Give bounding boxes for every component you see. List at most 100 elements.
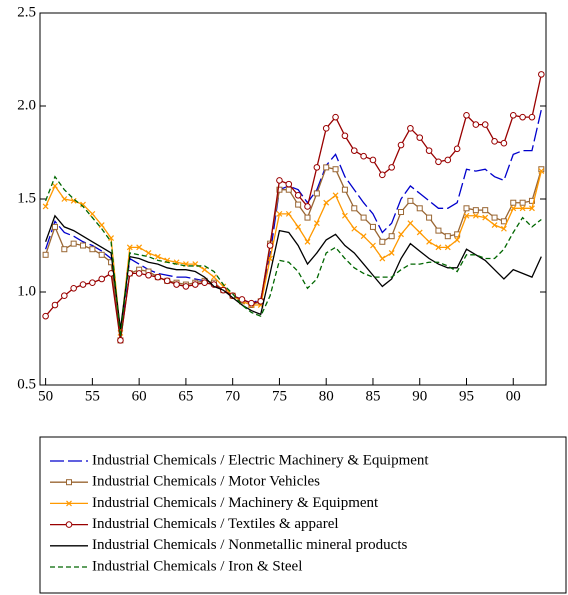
legend-marker [65,521,73,528]
y-tick-label: 0.5 [17,376,36,392]
data-point [425,147,433,154]
series-line [45,175,542,337]
data-point [276,177,283,184]
data-point [294,191,302,199]
data-point [304,203,311,210]
series-line [44,109,542,337]
data-point [370,242,376,249]
data-point [42,312,49,320]
data-point [341,212,348,219]
data-point [332,192,339,199]
data-point [79,281,87,288]
data-point [360,152,367,160]
data-point [145,271,152,279]
data-point [304,214,311,221]
data-point [435,244,442,251]
y-tick-label: 1.0 [17,283,36,299]
data-point [201,266,208,273]
data-point [295,223,302,230]
data-point [266,242,274,249]
data-point [135,270,143,277]
data-point [444,156,452,164]
data-point [313,164,321,171]
data-point [51,223,58,230]
data-point [444,233,451,240]
data-point [313,220,320,227]
data-point [529,205,535,212]
data-point [80,201,86,208]
data-point [313,190,320,197]
data-point [304,238,311,245]
data-point [510,199,517,206]
data-point [295,201,302,208]
x-tick-label: 65 [178,388,193,404]
data-point [210,281,218,288]
series-line [45,170,542,333]
data-point [407,220,414,227]
data-point [398,209,405,216]
data-point [70,284,77,292]
data-point [528,113,536,121]
data-point [435,158,442,166]
x-tick-label: 95 [459,388,474,404]
data-point [463,112,470,119]
data-point [108,235,115,241]
data-point [276,186,283,193]
y-tick-label: 1.5 [17,190,36,206]
legend-label: Industrial Chemicals / Electric Machiner… [92,452,429,468]
data-point [322,125,330,132]
legend-box [39,436,567,594]
data-point [98,251,105,258]
data-point [80,242,87,249]
data-point [435,227,442,234]
data-point [285,210,292,217]
data-point [285,186,292,193]
data-point [360,233,367,240]
data-point [154,253,161,260]
data-point [407,197,414,204]
data-point [398,231,404,238]
x-tick-label: 70 [225,388,240,404]
legend-marker [66,479,72,486]
data-point [201,279,208,287]
data-point [332,113,339,121]
data-point [500,218,507,225]
data-point [463,212,470,219]
data-point [332,166,339,173]
data-point [388,250,395,256]
data-point [500,225,507,232]
plot-frame [39,12,547,386]
data-point [426,214,433,221]
data-point [89,246,96,253]
data-point [472,121,480,128]
data-point [519,199,526,206]
data-point [538,71,545,78]
data-point [248,299,255,307]
data-point [341,186,348,193]
data-point [416,134,424,141]
data-point [323,164,330,171]
x-tick-label: 50 [38,388,53,404]
series-line [44,166,542,341]
x-tick-label: 60 [132,388,147,404]
data-point [351,205,358,212]
x-tick-label: 80 [319,388,334,404]
legend-label: Industrial Chemicals / Nonmetallic miner… [92,537,407,553]
data-point [323,199,330,206]
data-point [61,292,68,300]
data-point [276,210,283,217]
data-point [453,145,461,153]
data-point [145,250,152,256]
data-point [42,203,49,210]
data-point [407,125,414,132]
data-point [472,207,479,214]
data-point [519,113,526,121]
data-point [463,205,470,212]
y-tick-label: 2.5 [17,4,36,20]
data-point [117,337,124,344]
x-tick-label: 00 [506,388,521,404]
data-point [154,273,162,281]
data-point [369,156,377,164]
data-point [416,205,423,212]
